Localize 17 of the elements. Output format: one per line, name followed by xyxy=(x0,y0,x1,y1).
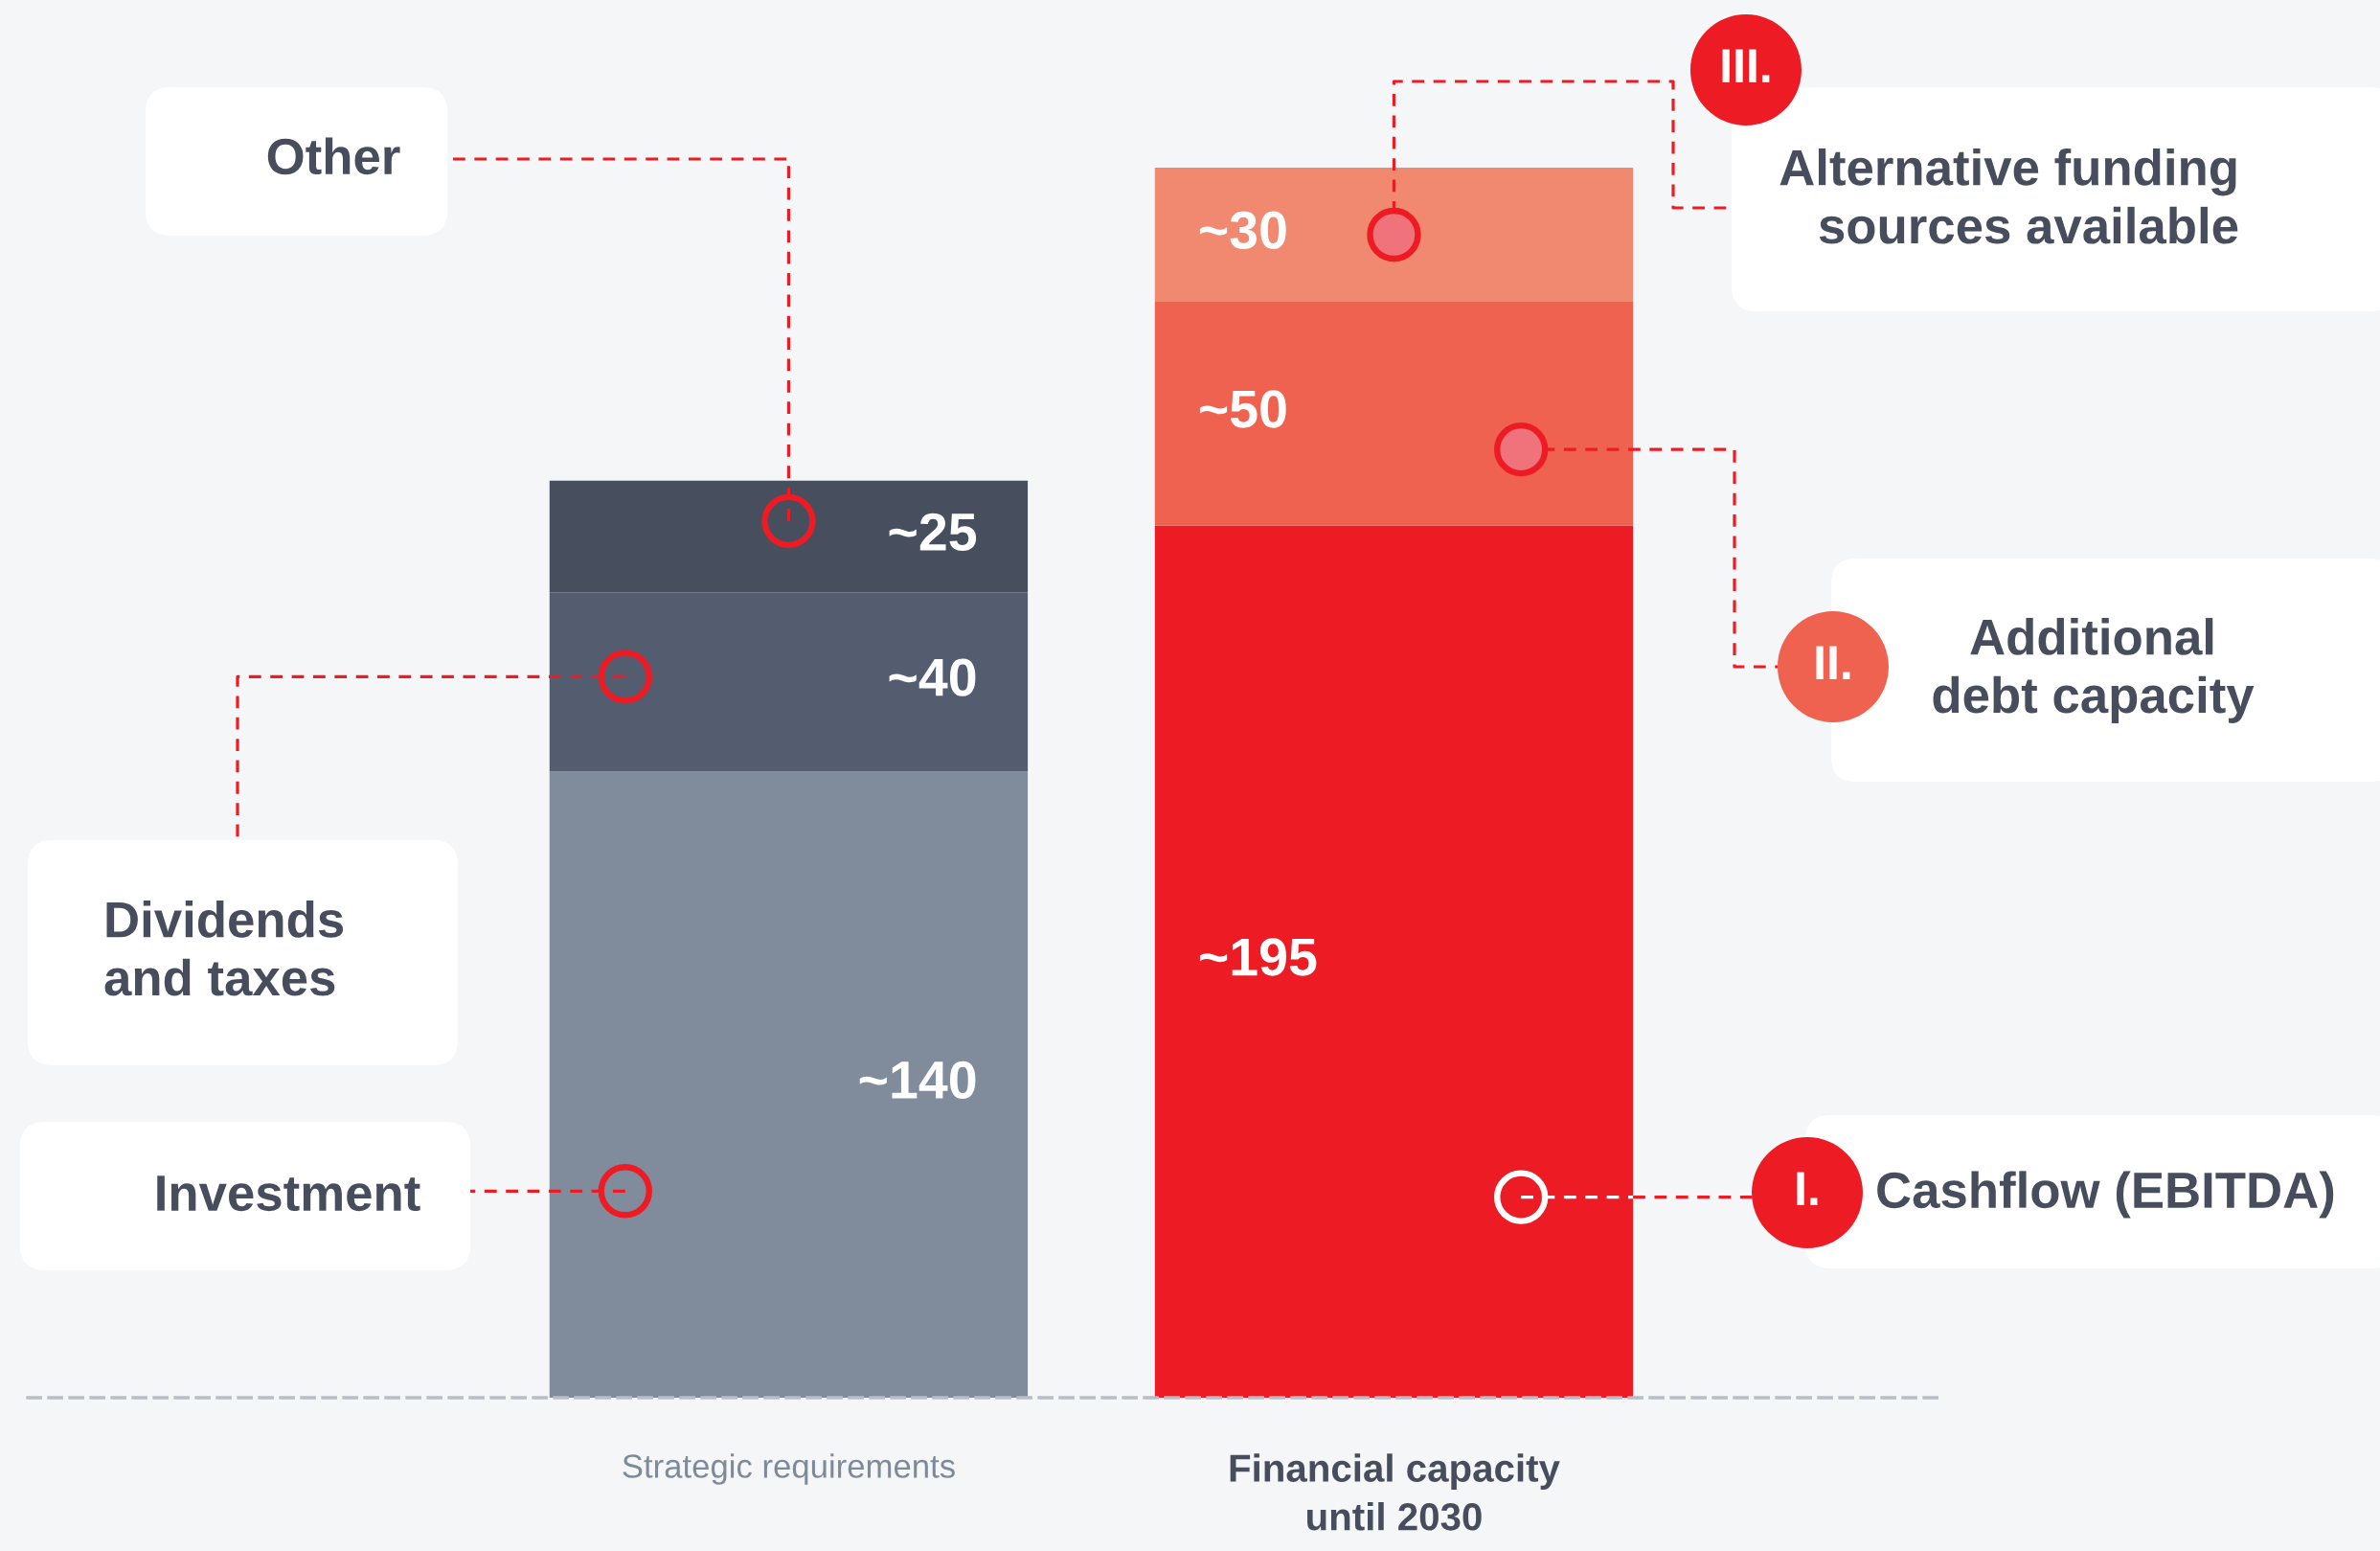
data-label: ~50 xyxy=(1199,390,1286,428)
data-label: ~25 xyxy=(889,513,977,552)
data-label: ~140 xyxy=(859,1061,976,1100)
text: III. xyxy=(1722,49,1770,82)
annotation: I. xyxy=(1797,1172,1818,1205)
legend-label: Additional debt capacity xyxy=(1933,618,2255,723)
text: Dividends and taxes xyxy=(104,901,344,996)
annotation: II. xyxy=(1816,646,1850,679)
data-label: ~40 xyxy=(889,658,976,696)
legend-label: Cashflow (EBITDA) xyxy=(1877,1171,2334,1219)
data-label: ~195 xyxy=(1199,938,1317,976)
data-label: ~30 xyxy=(1199,211,1286,250)
text: Other xyxy=(267,137,400,175)
text: Investment xyxy=(157,1175,420,1212)
text: Alternative funding sources available xyxy=(1779,148,2238,244)
x-tick-label: Strategic requirements xyxy=(623,1453,955,1485)
x-tick-label: Financial capacity until 2030 xyxy=(1230,1453,1560,1531)
